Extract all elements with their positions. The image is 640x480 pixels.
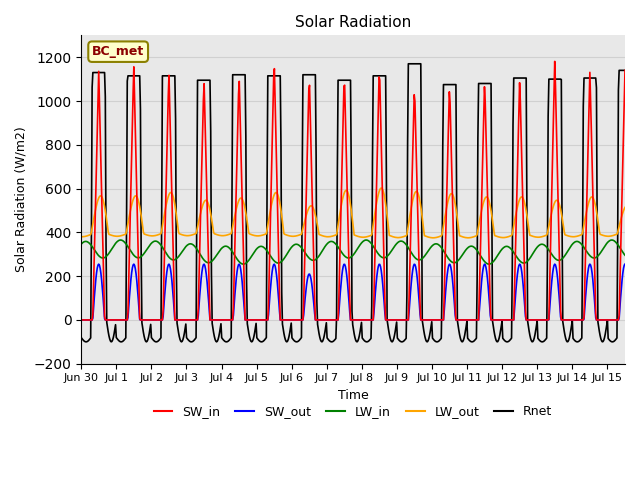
LW_in <box>154 239 161 244</box>
Rnet <box>77 335 85 340</box>
LW_in <box>481 259 488 264</box>
LW_out <box>621 204 629 210</box>
SW_out <box>154 317 161 323</box>
LW_in <box>309 257 317 263</box>
SW_in <box>551 59 559 64</box>
SW_out <box>481 261 488 267</box>
LW_out <box>469 234 477 240</box>
LW_out <box>154 232 161 238</box>
Rnet <box>468 339 476 345</box>
SW_in <box>309 234 317 240</box>
LW_in <box>485 261 493 267</box>
LW_in <box>330 240 337 245</box>
Rnet <box>482 81 490 86</box>
Rnet <box>404 61 412 67</box>
SW_out <box>330 317 337 323</box>
LW_in <box>608 237 616 243</box>
LW_out <box>330 233 337 239</box>
LW_out <box>482 194 490 200</box>
LW_out <box>79 234 87 240</box>
Line: LW_in: LW_in <box>81 240 625 264</box>
LW_out <box>429 235 437 240</box>
Rnet <box>469 339 477 345</box>
SW_in <box>154 317 161 323</box>
Rnet <box>79 337 87 343</box>
Line: SW_out: SW_out <box>81 264 625 320</box>
Rnet <box>154 339 161 345</box>
LW_in <box>621 252 629 258</box>
SW_in <box>77 317 85 323</box>
Rnet <box>309 72 317 78</box>
LW_in <box>77 241 85 247</box>
SW_out <box>309 294 317 300</box>
LW_in <box>79 240 87 245</box>
SW_out <box>77 317 85 323</box>
SW_in <box>467 317 475 323</box>
SW_in <box>481 84 488 90</box>
Line: Rnet: Rnet <box>81 64 625 342</box>
SW_in <box>621 68 629 73</box>
LW_in <box>467 243 475 249</box>
SW_in <box>79 317 87 323</box>
Line: SW_in: SW_in <box>81 61 625 320</box>
LW_out <box>77 234 85 240</box>
LW_out <box>378 185 385 191</box>
LW_out <box>309 205 317 211</box>
Line: LW_out: LW_out <box>81 188 625 238</box>
X-axis label: Time: Time <box>338 389 369 402</box>
SW_out <box>467 317 475 323</box>
Title: Solar Radiation: Solar Radiation <box>295 15 412 30</box>
Legend: SW_in, SW_out, LW_in, LW_out, Rnet: SW_in, SW_out, LW_in, LW_out, Rnet <box>148 400 557 423</box>
Rnet <box>330 338 337 344</box>
SW_out <box>79 317 87 323</box>
SW_out <box>621 261 629 267</box>
Rnet <box>621 68 629 73</box>
Text: BC_met: BC_met <box>92 45 144 58</box>
SW_in <box>330 317 337 323</box>
Y-axis label: Solar Radiation (W/m2): Solar Radiation (W/m2) <box>15 127 28 273</box>
